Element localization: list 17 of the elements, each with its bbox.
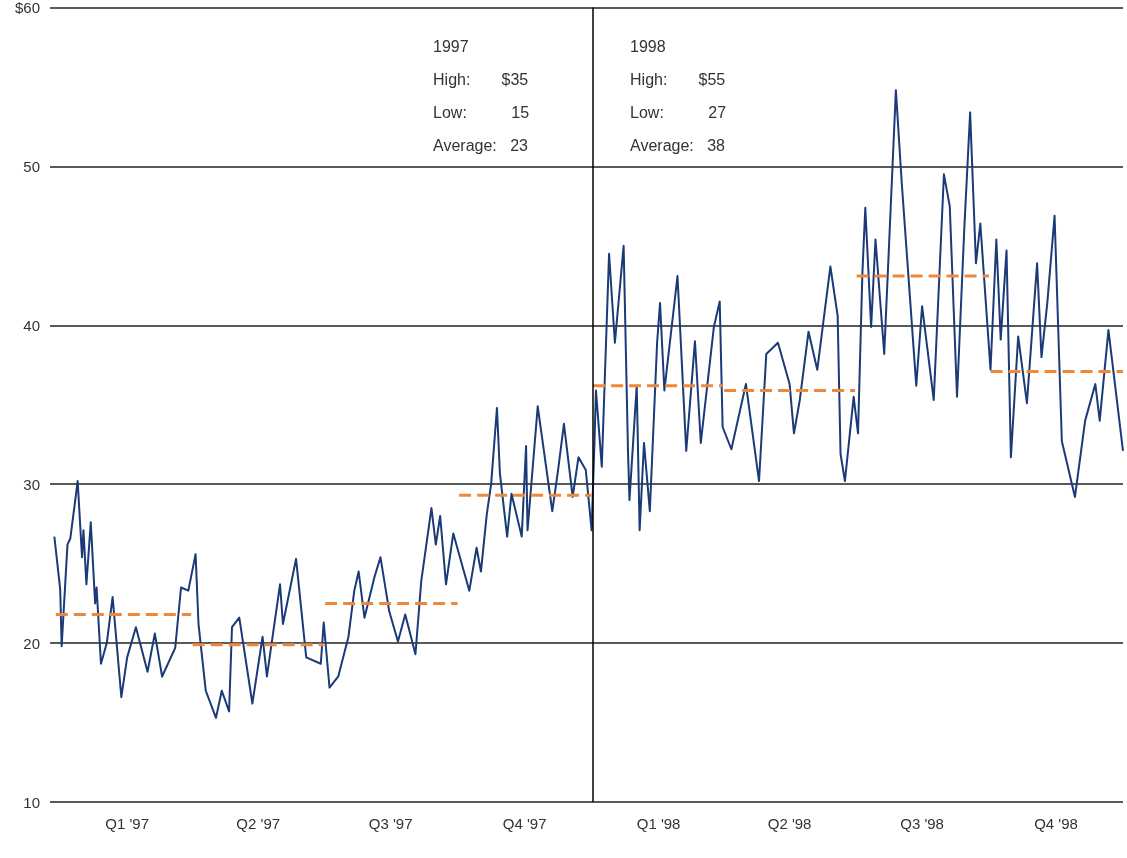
y-tick-label: 30 [23, 475, 40, 493]
y-tick-label: 20 [23, 634, 40, 652]
y-tick-label: 50 [23, 157, 40, 175]
y-tick-label: 40 [23, 316, 40, 334]
x-tick-label: Q3 '97 [368, 815, 413, 832]
line-series [53, 89, 1124, 719]
y-tick-label: $60 [14, 0, 40, 16]
x-tick-label: Q1 '97 [105, 815, 150, 832]
y-tick-label: 10 [23, 793, 40, 811]
x-tick-label: Q4 '98 [1034, 815, 1078, 832]
x-tick-label: Q2 '97 [236, 815, 281, 832]
annotation: 1998 High: $55 Low: 27 Average: 38 [630, 38, 727, 154]
x-tick-label: Q2 '98 [767, 815, 812, 832]
x-tick-label: Q3 '98 [900, 815, 944, 832]
x-tick-label: Q1 '98 [636, 815, 681, 832]
annotation: 1997 High: $35 Low: 15 Average: 23 [433, 38, 530, 154]
x-tick-label: Q4 '97 [502, 815, 547, 832]
